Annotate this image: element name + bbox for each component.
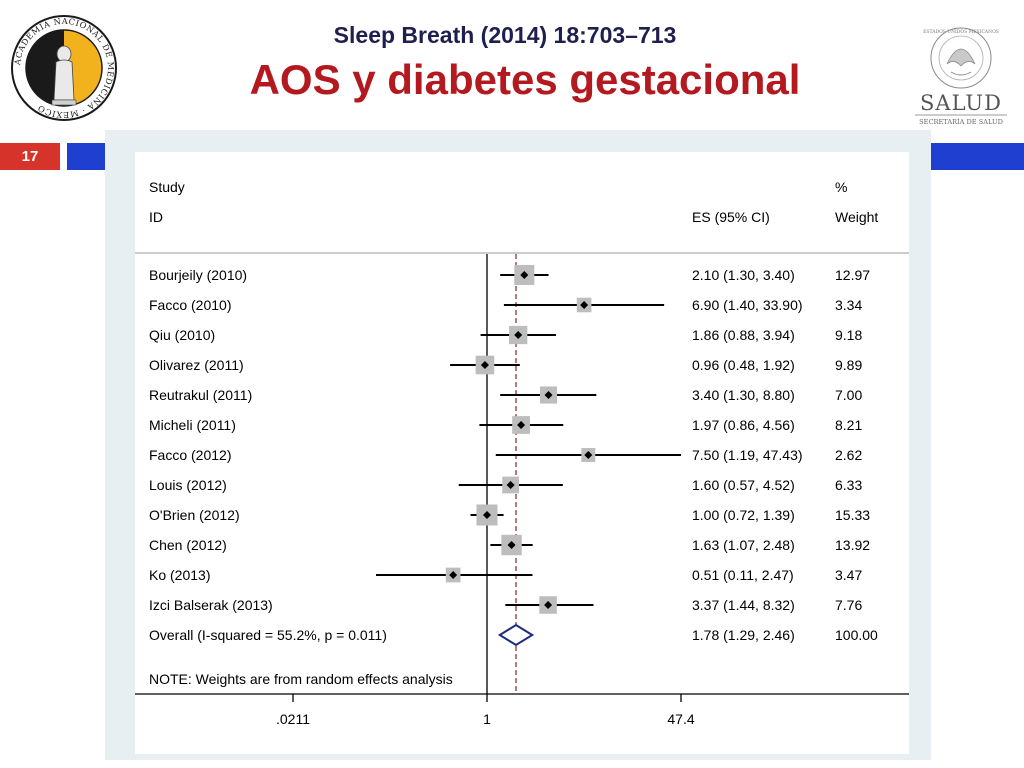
overall-diamond bbox=[497, 623, 535, 647]
point-estimate bbox=[514, 331, 523, 339]
blue-band-left bbox=[67, 143, 107, 170]
study-label: Facco (2010) bbox=[149, 297, 231, 313]
header-id: ID bbox=[149, 209, 163, 225]
study-label: Facco (2012) bbox=[149, 447, 231, 463]
forest-plot: Study ID ES (95% CI) % Weight NOTE: Weig… bbox=[135, 152, 909, 754]
study-label: Louis (2012) bbox=[149, 477, 227, 493]
seal-text: ESTADOS UNIDOS MEXICANOS bbox=[923, 29, 999, 35]
es-ci-value: 0.96 (0.48, 1.92) bbox=[692, 357, 795, 373]
point-estimate bbox=[480, 361, 489, 369]
es-ci-value: 2.10 (1.30, 3.40) bbox=[692, 267, 795, 283]
study-label: Izci Balserak (2013) bbox=[149, 597, 273, 613]
forest-plot-figure: Study ID ES (95% CI) % Weight NOTE: Weig… bbox=[105, 130, 931, 760]
weight-value: 6.33 bbox=[835, 477, 862, 493]
statue-icon bbox=[51, 45, 77, 106]
weight-value: 7.00 bbox=[835, 387, 862, 403]
x-tick-label: .0211 bbox=[276, 711, 310, 727]
weight-value: 15.33 bbox=[835, 507, 870, 523]
es-ci-value: 6.90 (1.40, 33.90) bbox=[692, 297, 803, 313]
point-estimate bbox=[482, 511, 491, 519]
weight-value: 9.89 bbox=[835, 357, 862, 373]
plot-panel bbox=[135, 152, 909, 754]
point-estimate bbox=[520, 271, 529, 279]
weight-value: 12.97 bbox=[835, 267, 870, 283]
point-estimate bbox=[449, 571, 458, 579]
point-estimate bbox=[544, 391, 553, 399]
study-label: O'Brien (2012) bbox=[149, 507, 240, 523]
weight-value: 2.62 bbox=[835, 447, 862, 463]
study-label: Micheli (2011) bbox=[149, 417, 236, 433]
es-ci-value: 7.50 (1.19, 47.43) bbox=[692, 447, 803, 463]
study-label: Qiu (2010) bbox=[149, 327, 215, 343]
point-estimate bbox=[506, 481, 515, 489]
x-tick-label: 47.4 bbox=[667, 711, 694, 727]
citation-text: Sleep Breath (2014) 18:703–713 bbox=[333, 22, 677, 48]
header-es: ES (95% CI) bbox=[692, 209, 770, 225]
es-ci-value: 1.63 (1.07, 2.48) bbox=[692, 537, 795, 553]
study-label: Bourjeily (2010) bbox=[149, 267, 247, 283]
study-label: Chen (2012) bbox=[149, 537, 227, 553]
es-ci-value: 1.60 (0.57, 4.52) bbox=[692, 477, 795, 493]
point-estimate bbox=[544, 601, 553, 609]
weight-value: 8.21 bbox=[835, 417, 862, 433]
header-percent: % bbox=[835, 179, 847, 195]
secretaria-text: SECRETARÍA DE SALUD bbox=[919, 117, 1003, 126]
weight-value: 9.18 bbox=[835, 327, 862, 343]
weights-note: NOTE: Weights are from random effects an… bbox=[149, 671, 453, 687]
academia-nacional-logo: ACADEMIA NACIONAL DE MEDICINA · MEXICO bbox=[11, 15, 117, 121]
study-label: Olivarez (2011) bbox=[149, 357, 244, 373]
eagle-seal-icon bbox=[930, 27, 992, 89]
point-estimate bbox=[517, 421, 526, 429]
weight-value: 3.34 bbox=[835, 297, 862, 313]
point-estimate bbox=[580, 301, 589, 309]
es-ci-value: 3.37 (1.44, 8.32) bbox=[692, 597, 795, 613]
x-tick-label: 1 bbox=[483, 711, 491, 727]
study-label: Ko (2013) bbox=[149, 567, 210, 583]
point-estimate bbox=[507, 541, 516, 549]
es-ci-value: 1.86 (0.88, 3.94) bbox=[692, 327, 795, 343]
point-estimate bbox=[584, 451, 593, 459]
study-label: Reutrakul (2011) bbox=[149, 387, 252, 403]
es-ci-value: 3.40 (1.30, 8.80) bbox=[692, 387, 795, 403]
header-study: Study bbox=[149, 179, 185, 195]
header-weight: Weight bbox=[835, 209, 878, 225]
overall-label: Overall (I-squared = 55.2%, p = 0.011) bbox=[149, 627, 387, 643]
weight-value: 7.76 bbox=[835, 597, 862, 613]
es-ci-value: 0.51 (0.11, 2.47) bbox=[692, 567, 794, 583]
slide-number: 17 bbox=[0, 143, 60, 170]
salud-text: SALUD bbox=[920, 91, 1002, 115]
es-ci-value: 1.97 (0.86, 4.56) bbox=[692, 417, 795, 433]
overall-weight: 100.00 bbox=[835, 627, 878, 643]
weight-value: 3.47 bbox=[835, 567, 862, 583]
overall-es-ci: 1.78 (1.29, 2.46) bbox=[692, 627, 795, 643]
page-title: AOS y diabetes gestacional bbox=[249, 56, 801, 103]
salud-logo: ESTADOS UNIDOS MEXICANOS SALUD SECRETARÍ… bbox=[915, 27, 1007, 126]
es-ci-value: 1.00 (0.72, 1.39) bbox=[692, 507, 795, 523]
weight-value: 13.92 bbox=[835, 537, 870, 553]
blue-band-right bbox=[930, 143, 1024, 170]
